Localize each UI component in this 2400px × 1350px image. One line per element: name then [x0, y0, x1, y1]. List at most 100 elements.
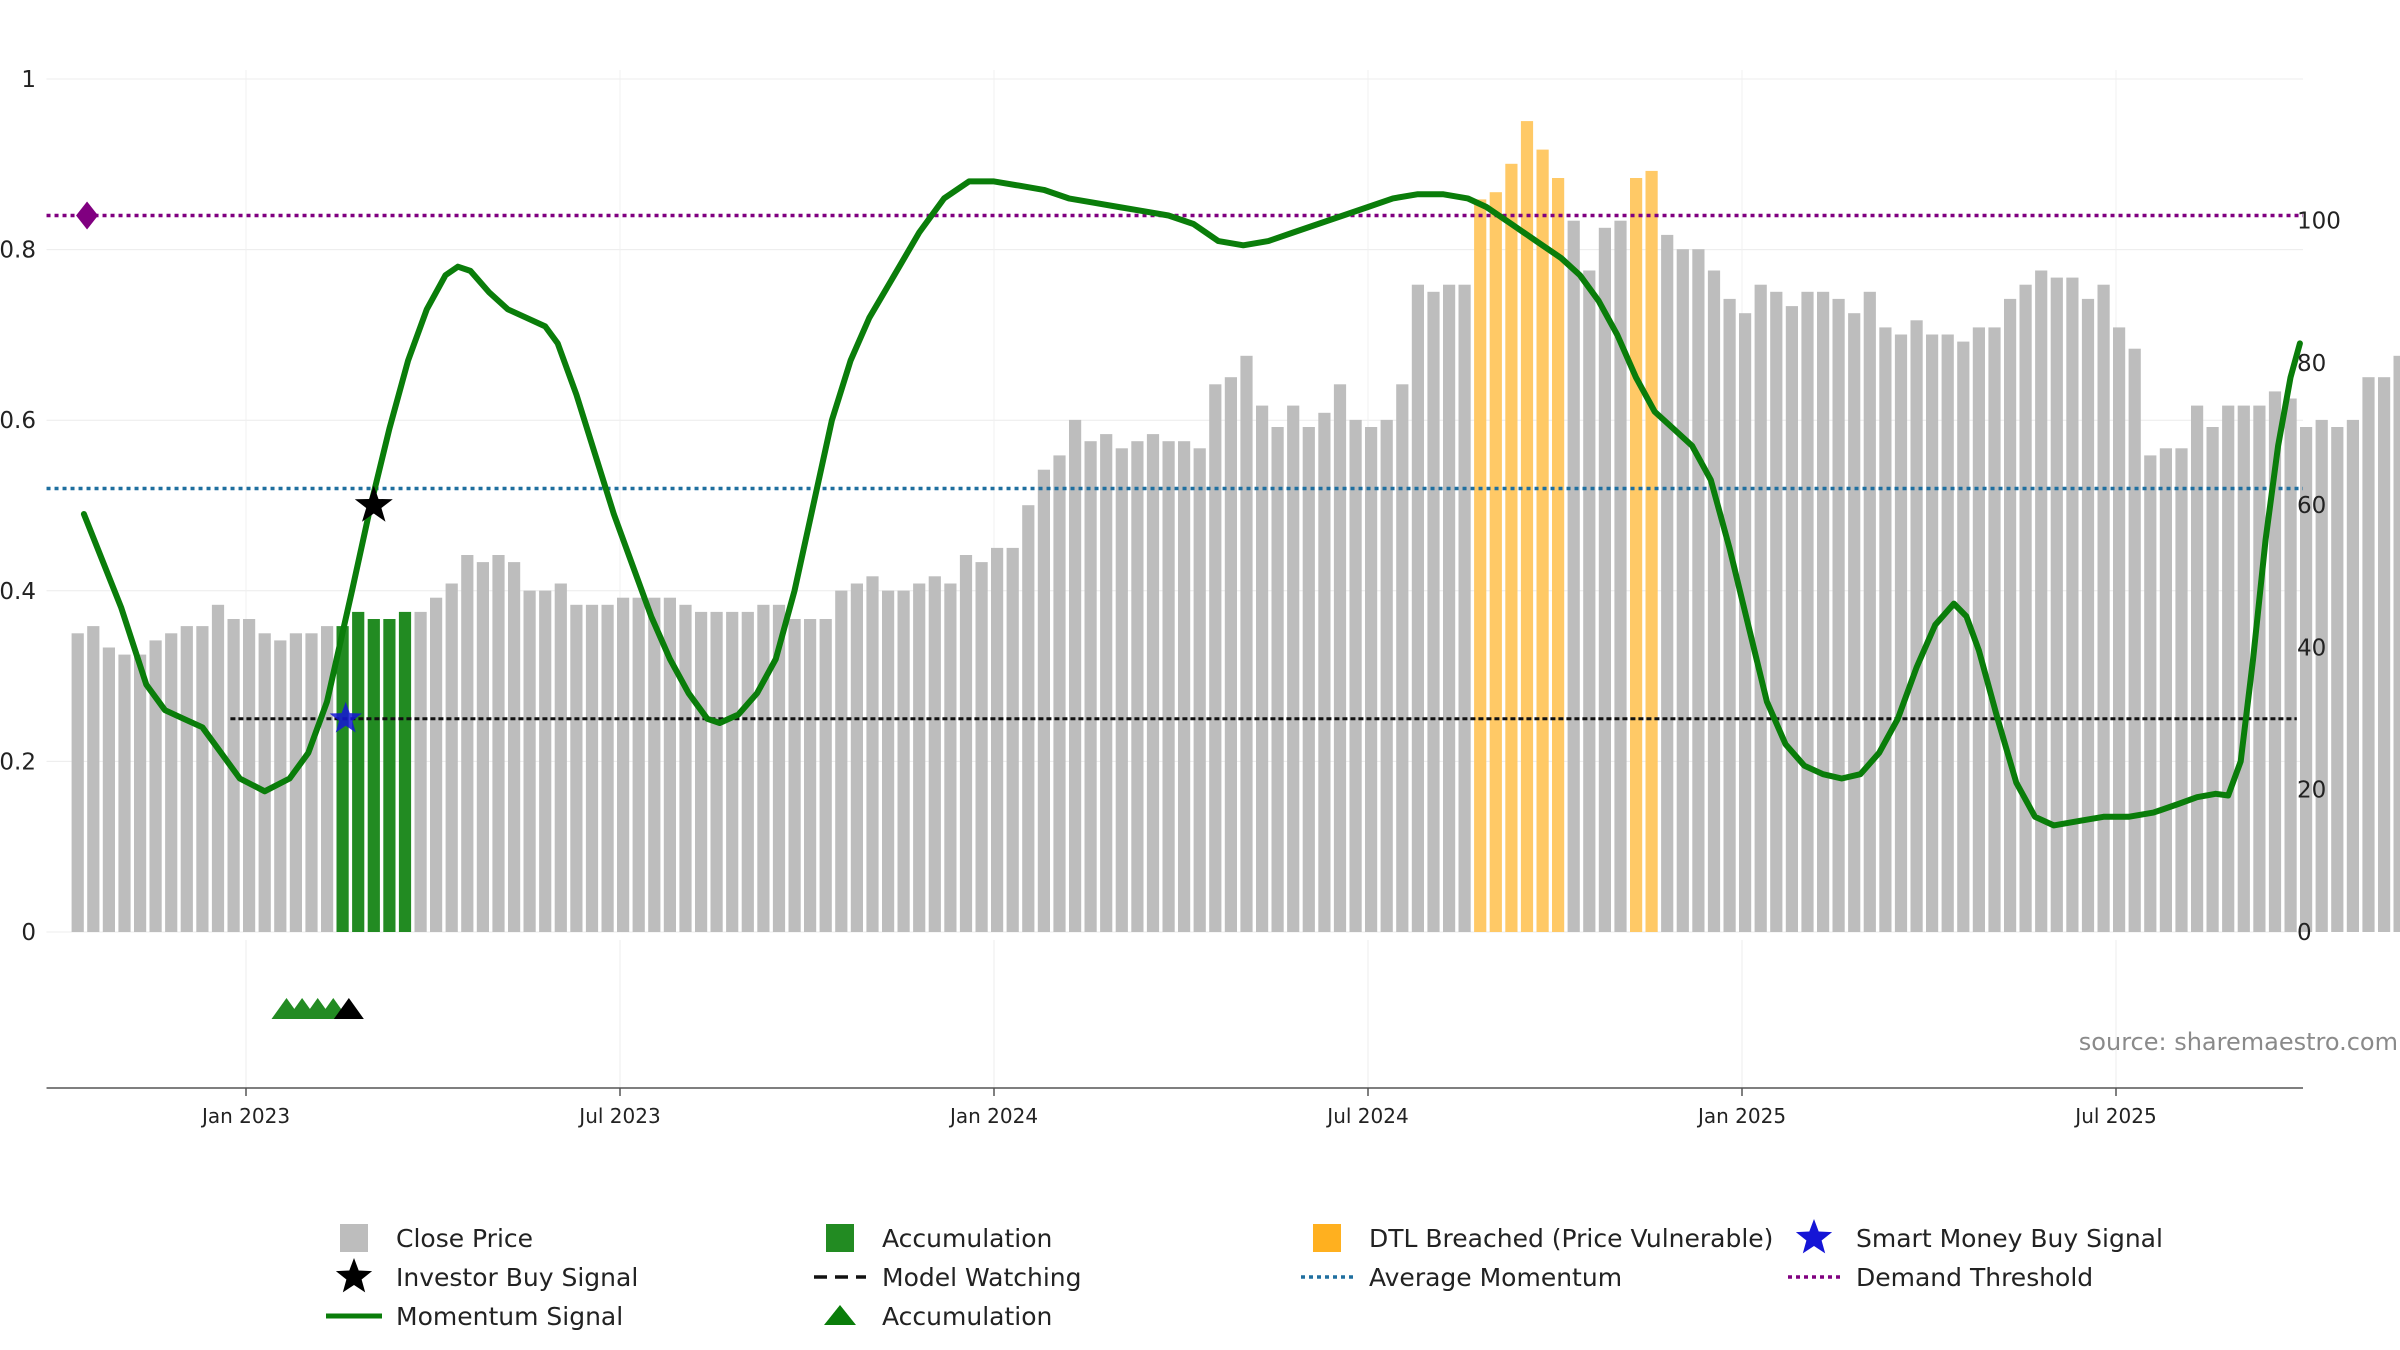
right-axis-tick-label: 20: [2297, 778, 2326, 804]
close-price-bar: [2237, 405, 2250, 933]
close-price-bar: [1988, 327, 2001, 932]
close-price-bar: [695, 611, 708, 932]
close-price-bar: [882, 590, 895, 932]
right-axis-tick-label: 0: [2297, 920, 2312, 946]
close-price-bar: [1801, 291, 1814, 932]
close-price-bar: [2004, 298, 2017, 932]
close-price-bar: [476, 562, 489, 932]
smart-money-buy-signal-star: [329, 701, 362, 733]
legend-label: Accumulation: [882, 1302, 1052, 1331]
close-price-bar: [2362, 377, 2375, 932]
legend-swatch-square: [826, 1224, 854, 1252]
close-price-bar: [1614, 220, 1627, 932]
close-price-bar: [570, 604, 583, 932]
close-price-bar: [2268, 391, 2282, 932]
close-price-bar: [1583, 270, 1596, 932]
legend-swatch-triangle: [824, 1305, 856, 1325]
close-price-bar: [2159, 448, 2172, 932]
close-price-bar: [414, 611, 427, 932]
demand-threshold-marker: [76, 201, 99, 230]
right-axis-tick-label: 100: [2297, 209, 2341, 235]
left-axis-tick-label: 0.2: [0, 749, 36, 775]
close-price-bar: [2113, 327, 2126, 932]
close-price-bar: [539, 590, 552, 932]
close-price-bar: [2081, 298, 2095, 932]
right-axis-tick-label: 60: [2297, 493, 2326, 519]
close-price-bar: [1941, 334, 1954, 932]
legend-label: Smart Money Buy Signal: [1856, 1224, 2163, 1253]
close-price-bar: [1162, 441, 1175, 932]
x-axis-tick-label: Jul 2025: [2073, 1104, 2156, 1128]
left-axis-tick-label: 0.6: [0, 408, 36, 434]
close-price-bar: [1707, 270, 1721, 932]
x-axis-tick-label: Jan 2023: [200, 1104, 290, 1128]
close-price-bar: [305, 633, 318, 932]
close-price-bar: [1723, 298, 1736, 932]
close-price-bar: [2393, 355, 2400, 932]
dtl-breached-bar: [1489, 192, 1502, 932]
close-price-bar: [1224, 377, 1237, 932]
close-price-bar: [1022, 505, 1035, 932]
dtl-breached-bar: [1474, 199, 1487, 932]
investor-buy-signal-star: [354, 485, 393, 522]
close-price-bar: [2128, 348, 2141, 932]
close-price-bar: [1458, 284, 1471, 932]
close-price-bar: [2378, 377, 2391, 932]
close-price-bar: [1053, 455, 1066, 932]
close-price-bar: [2144, 455, 2157, 932]
close-price-bar: [1676, 249, 1689, 932]
close-price-bar: [492, 555, 505, 932]
signal-markers: [76, 201, 393, 1019]
close-price-bar: [1770, 291, 1783, 932]
dtl-breached-bar: [1552, 178, 1565, 932]
close-price-bar: [1785, 306, 1798, 933]
dtl-breached-bar: [1520, 121, 1534, 933]
close-price-bar: [585, 604, 599, 932]
legend-swatch-star: [335, 1258, 373, 1293]
x-axis-tick-label: Jul 2024: [1325, 1104, 1408, 1128]
close-price-bar: [461, 555, 474, 932]
close-price-bar: [1598, 227, 1611, 933]
close-price-bar: [648, 597, 661, 932]
close-price-bar: [2175, 448, 2188, 932]
accumulation-bar: [352, 611, 365, 932]
close-price-bar: [118, 654, 131, 932]
close-price-bar: [430, 597, 443, 932]
accumulation-bar: [398, 611, 412, 932]
legend: Close Price Accumulation DTL Breached (Pri…: [326, 1219, 2163, 1331]
close-price-bar: [1256, 405, 1269, 933]
close-price-bar: [1894, 334, 1908, 932]
close-price-bar: [2035, 270, 2048, 932]
close-price-bar: [632, 597, 645, 932]
close-price-bar: [289, 633, 302, 932]
close-price-bar: [1863, 291, 1876, 932]
left-axis-tick-label: 1: [21, 67, 36, 93]
close-price-bar: [1972, 327, 1985, 932]
close-price-bar: [1910, 320, 1923, 932]
close-price-bar: [2253, 405, 2266, 933]
close-price-bar: [2066, 277, 2079, 933]
close-price-bar: [617, 597, 630, 932]
close-price-bar: [1411, 284, 1424, 932]
close-price-bar: [1365, 427, 1378, 932]
right-axis-tick-label: 80: [2297, 351, 2326, 377]
close-price-bar: [1318, 412, 1331, 932]
close-price-bar: [1084, 441, 1097, 932]
close-price-bar: [227, 619, 240, 932]
dtl-breached-bar: [1536, 149, 1549, 933]
close-price-bar: [1567, 220, 1580, 932]
close-price-bar: [1333, 384, 1347, 932]
close-price-bar: [788, 619, 801, 932]
x-axis-tick-label: Jan 2025: [1696, 1104, 1786, 1128]
close-price-bar: [1037, 469, 1050, 932]
close-price-bar: [1271, 427, 1284, 932]
close-price-bar: [2346, 419, 2359, 932]
close-price-bar: [445, 583, 458, 932]
close-price-bar: [1957, 341, 1970, 933]
close-price-bar: [2300, 427, 2313, 932]
close-price-bar: [959, 555, 973, 932]
accumulation-triangle: [333, 998, 364, 1019]
close-price-bar: [850, 583, 863, 932]
momentum-lines: [80, 178, 2303, 829]
